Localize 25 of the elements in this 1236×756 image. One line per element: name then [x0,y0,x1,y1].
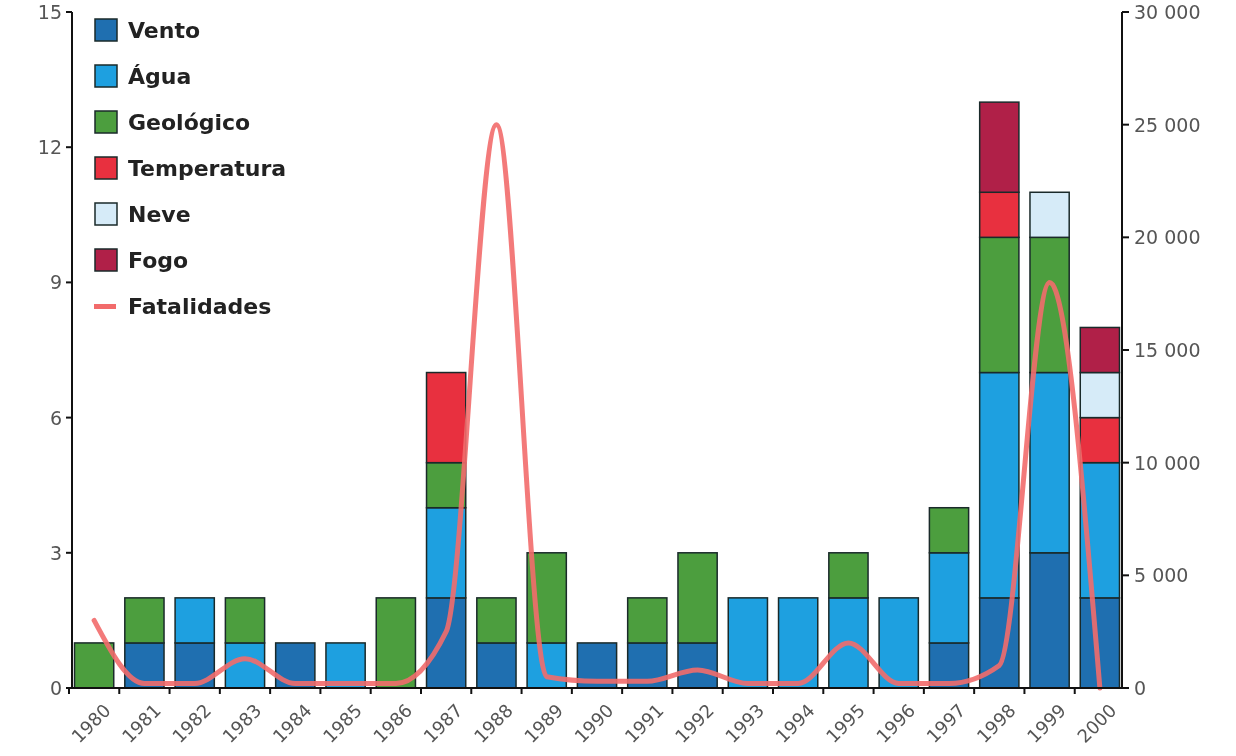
legend-label: Fatalidades [128,294,272,319]
y2-tick-label: 25 000 [1134,113,1201,136]
bar [375,597,417,689]
y-tick-label: 12 [37,136,62,159]
y2-tick-label: 10 000 [1134,451,1201,474]
legend-label: Vento [128,18,201,43]
y-tick-label: 15 [37,1,62,23]
y2-tick-label: 15 000 [1134,339,1201,361]
legend-label: Temperatura [128,156,287,181]
legend-label: Água [128,64,192,89]
y-tick-label: 3 [49,541,62,564]
y2-tick-label: 0 [1134,677,1147,699]
legend-label: Geológico [128,110,251,135]
y2-tick-label: 5 000 [1134,564,1189,587]
y-tick-label: 9 [49,271,62,294]
bar [878,597,920,689]
y2-tick-label: 20 000 [1134,226,1201,249]
legend-label: Neve [128,202,191,227]
y-tick-label: 0 [49,677,62,699]
y-tick-label: 6 [49,406,62,429]
bar [73,642,115,689]
legend-label: Fogo [128,248,189,273]
bar [777,597,819,689]
y2-tick-label: 30 000 [1134,1,1201,23]
bar [727,597,769,689]
